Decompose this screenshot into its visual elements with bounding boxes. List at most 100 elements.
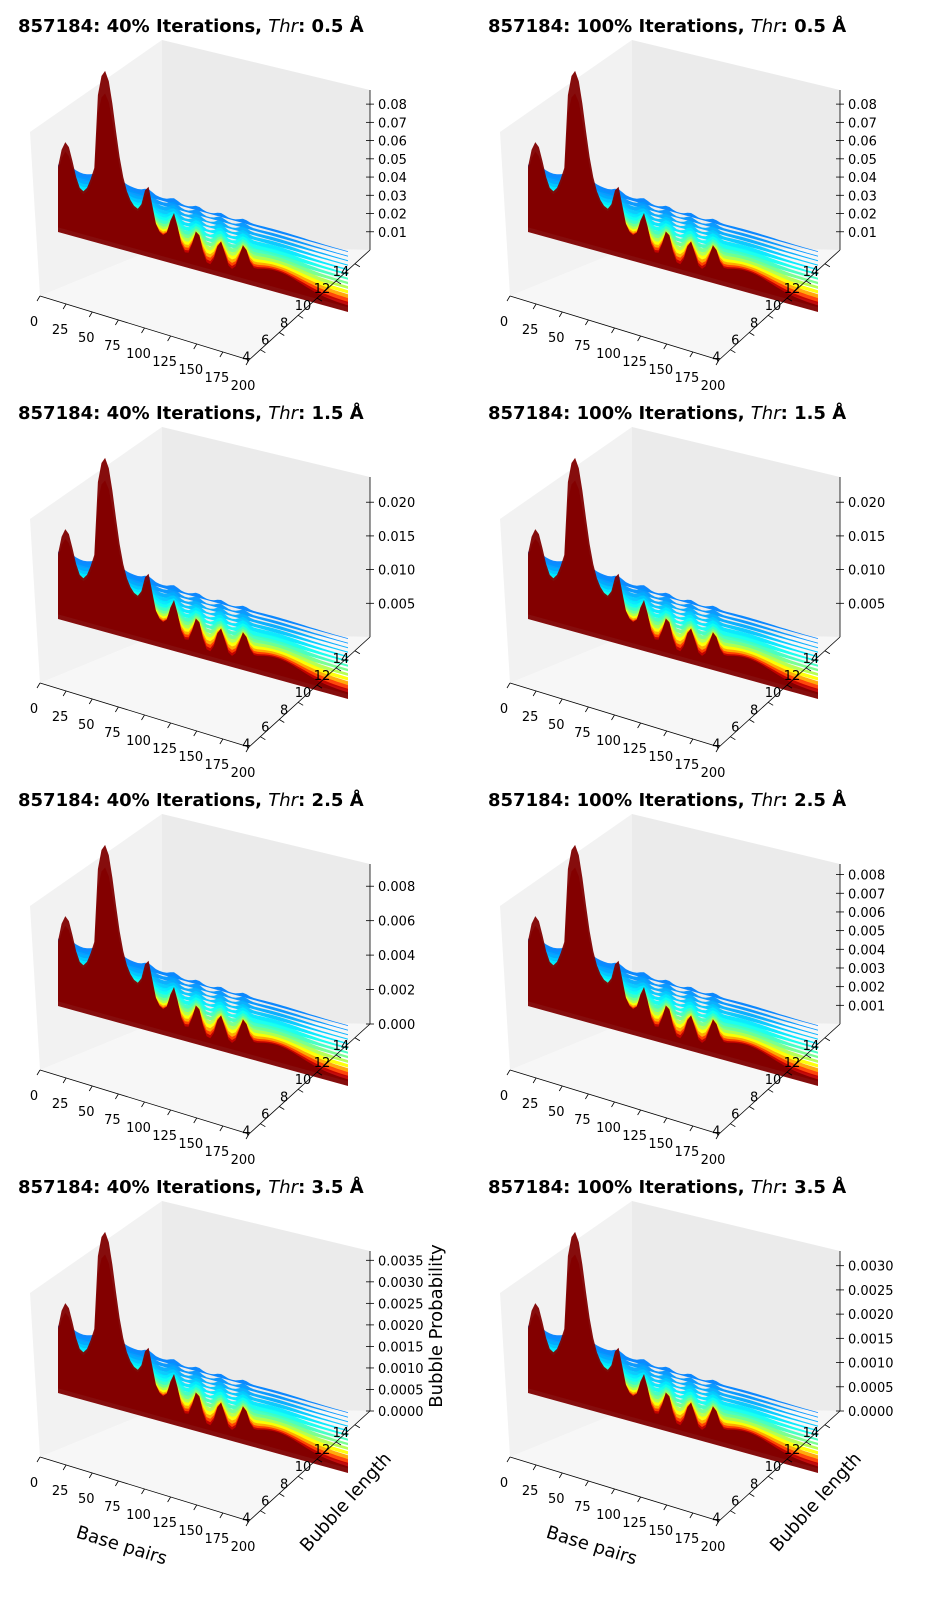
surface-strip	[58, 1231, 348, 1473]
y-tick-label: 12	[314, 1443, 331, 1458]
y-tick-label: 14	[803, 265, 820, 280]
z-tick-label: 0.03	[378, 189, 407, 204]
x-tick-mark	[36, 1069, 41, 1076]
y-tick-label: 6	[261, 334, 269, 349]
x-tick-mark	[219, 351, 224, 358]
surface-strip	[528, 844, 818, 1086]
x-tick-label: 125	[622, 1516, 647, 1531]
y-tick-label: 4	[712, 351, 720, 366]
x-tick-mark	[245, 1133, 250, 1140]
chart-title-main: 857184: 100% Iterations,	[488, 790, 751, 811]
y-tick-mark	[279, 1106, 285, 1110]
x-tick-label: 200	[701, 379, 726, 394]
pane-back	[162, 1201, 370, 1411]
chart-title-main: 857184: 100% Iterations,	[488, 16, 751, 37]
x-tick-mark	[532, 303, 537, 310]
chart-title-tail: : 2.5 Å	[298, 788, 364, 811]
chart-title: 857184: 100% Iterations, Thr: 0.5 Å	[488, 14, 846, 37]
z-tick-label: 0.0010	[378, 1362, 424, 1377]
y-tick-mark	[279, 1493, 285, 1497]
y-tick-label: 12	[314, 282, 331, 297]
x-tick-label: 100	[126, 1508, 151, 1523]
z-tick-label: 0.0030	[378, 1276, 424, 1291]
y-tick-mark	[297, 1475, 304, 1480]
x-tick-label: 0	[500, 1089, 508, 1104]
x-tick-mark	[62, 1077, 67, 1084]
x-tick-label: 125	[622, 355, 647, 370]
surface-strip	[58, 1324, 348, 1413]
surface-strip	[58, 457, 348, 699]
x-tick-label: 0	[30, 1476, 38, 1491]
x-tick-label: 150	[178, 1137, 203, 1152]
x-tick-label: 125	[152, 1129, 177, 1144]
y-axis-line	[248, 636, 371, 748]
chart-title: 857184: 40% Iterations, Thr: 3.5 Å	[18, 1175, 364, 1198]
chart-title-italic: Thr	[268, 16, 299, 37]
surface-strip	[528, 167, 818, 262]
y-tick-label: 8	[750, 703, 758, 718]
y-tick-mark	[260, 349, 266, 354]
pane-back	[162, 40, 370, 250]
x-tick-label: 150	[648, 1524, 673, 1539]
x-tick-mark	[193, 1117, 198, 1124]
x-tick-label: 200	[231, 1540, 256, 1555]
z-tick-label: 0.006	[848, 906, 885, 921]
x-tick-mark	[36, 295, 41, 302]
chart-title-tail: : 1.5 Å	[781, 401, 847, 424]
x-tick-mark	[167, 722, 171, 729]
y-tick-label: 10	[295, 299, 312, 314]
z-tick-label: 0.0030	[848, 1260, 894, 1275]
surface-strip	[528, 937, 818, 1026]
y-tick-label: 14	[333, 1039, 350, 1054]
z-tick-label: 0.03	[848, 189, 877, 204]
y-tick-mark	[297, 701, 304, 706]
y-tick-mark	[786, 684, 793, 689]
surface-strip	[58, 937, 348, 1026]
x-tick-label: 150	[648, 1137, 673, 1152]
y-tick-label: 12	[784, 1443, 801, 1458]
x-tick-label: 175	[204, 1532, 229, 1547]
x-tick-label: 150	[648, 363, 673, 378]
y-tick-label: 10	[765, 1460, 782, 1475]
y-tick-label: 10	[295, 1460, 312, 1475]
z-tick-label: 0.0025	[848, 1284, 894, 1299]
x-tick-mark	[167, 335, 171, 342]
x-tick-label: 100	[596, 1121, 621, 1136]
x-tick-mark	[245, 746, 250, 753]
chart-title: 857184: 100% Iterations, Thr: 1.5 Å	[488, 401, 846, 424]
x-tick-mark	[141, 714, 145, 721]
x-tick-label: 50	[78, 331, 95, 346]
chart-title-italic: Thr	[751, 403, 782, 424]
y-tick-label: 12	[314, 669, 331, 684]
z-tick-label: 0.0000	[378, 1405, 424, 1420]
x-tick-label: 100	[596, 347, 621, 362]
surface-strip	[528, 1324, 818, 1413]
surface-strip	[58, 70, 348, 313]
z-tick-label: 0.008	[378, 880, 415, 895]
surface-strip	[528, 166, 818, 257]
y-tick-mark	[730, 1510, 736, 1515]
z-tick-label: 0.0020	[848, 1308, 894, 1323]
z-tick-label: 0.0010	[848, 1357, 894, 1372]
z-tick-label: 0.002	[848, 981, 885, 996]
x-tick-label: 25	[522, 710, 539, 725]
y-tick-label: 8	[750, 1477, 758, 1492]
x-tick-label: 50	[78, 1105, 95, 1120]
pane-back	[632, 427, 840, 637]
x-tick-label: 200	[231, 379, 256, 394]
x-tick-label: 0	[500, 702, 508, 717]
z-tick-label: 0.07	[378, 116, 407, 131]
chart-panel-1: 857184: 40% Iterations, Thr: 0.5 Å 0.01 0.…	[18, 14, 407, 394]
x-tick-label: 25	[522, 1484, 539, 1499]
x-tick-mark	[193, 1504, 198, 1511]
y-tick-mark	[730, 349, 736, 354]
surface-strip	[528, 70, 818, 313]
y-axis-line	[248, 1410, 371, 1522]
y-tick-mark	[730, 1123, 736, 1128]
y-tick-label: 12	[314, 1056, 331, 1071]
y-tick-mark	[354, 263, 361, 268]
x-tick-mark	[88, 698, 93, 705]
surface-strip	[528, 940, 818, 1031]
z-tick-label: 0.002	[378, 984, 415, 999]
